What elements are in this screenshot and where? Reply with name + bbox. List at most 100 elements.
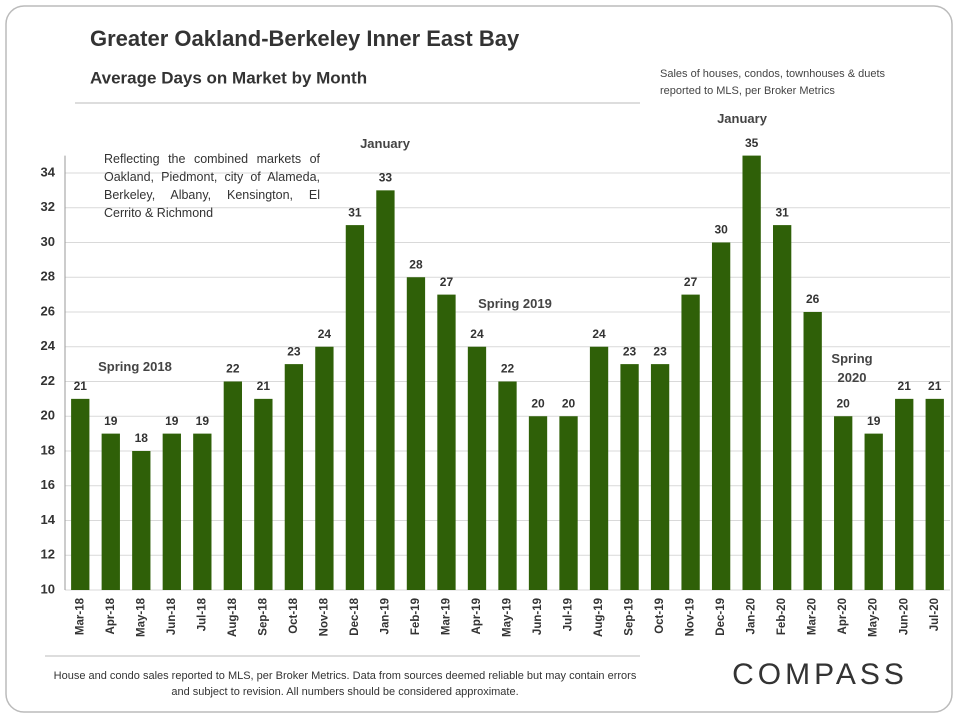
- bar: [773, 225, 792, 590]
- bar: [284, 364, 304, 590]
- bar: [254, 398, 273, 590]
- y-tick-label: 14: [41, 512, 56, 527]
- bar: [528, 416, 548, 590]
- chart-subtitle: Average Days on Market by Month: [90, 68, 367, 87]
- x-tick-label: May-20: [868, 598, 880, 637]
- x-tick-label: Mar-20: [807, 598, 819, 635]
- x-tick-label: Dec-19: [715, 598, 727, 636]
- value-label: 19: [104, 414, 118, 428]
- bar: [925, 398, 944, 590]
- x-tick-label: Jun-18: [166, 597, 178, 635]
- y-tick-label: 20: [41, 408, 55, 423]
- value-label: 22: [501, 362, 515, 376]
- value-label: 22: [226, 362, 240, 376]
- x-tick-label: Apr-20: [837, 598, 849, 634]
- logo: COMPASS: [732, 658, 908, 691]
- footer-note: House and condo sales reported to MLS, p…: [53, 670, 637, 698]
- x-tick-label: Apr-18: [105, 597, 117, 634]
- bar: [71, 398, 90, 590]
- value-label: 31: [775, 205, 789, 219]
- x-tick-label: Jul-18: [196, 597, 208, 631]
- x-tick-label: Feb-19: [410, 598, 422, 635]
- x-tick-label: Jan-19: [379, 598, 391, 634]
- value-label: 23: [653, 344, 667, 358]
- bar: [864, 433, 883, 590]
- x-tick-label: Dec-18: [349, 597, 361, 635]
- y-tick-label: 30: [41, 234, 55, 249]
- y-tick-label: 32: [41, 199, 55, 214]
- value-label: 21: [898, 379, 912, 393]
- value-label: 20: [562, 396, 576, 410]
- y-tick-label: 22: [41, 373, 55, 388]
- bar: [223, 381, 242, 590]
- bar: [132, 450, 151, 590]
- y-tick-label: 10: [41, 581, 55, 596]
- value-label: 24: [470, 327, 484, 341]
- y-tick-label: 26: [41, 303, 55, 318]
- x-tick-label: Aug-19: [593, 598, 605, 637]
- y-tick-label: 24: [41, 338, 56, 353]
- y-tick-label: 34: [41, 164, 56, 179]
- x-tick-label: Jun-19: [532, 598, 544, 635]
- x-tick-label: Apr-19: [471, 598, 483, 634]
- x-tick-label: Nov-18: [318, 597, 330, 636]
- x-tick-label: Nov-19: [685, 598, 697, 636]
- value-label: 19: [867, 414, 881, 428]
- value-label: 19: [165, 414, 179, 428]
- chart-title: Greater Oakland-Berkeley Inner East Bay: [90, 26, 520, 51]
- annotation: January: [360, 136, 410, 151]
- value-label: 21: [74, 379, 88, 393]
- value-label: 24: [318, 327, 332, 341]
- x-tick-label: Jul-20: [929, 598, 941, 631]
- value-label: 27: [440, 275, 454, 289]
- value-label: 21: [928, 379, 942, 393]
- value-label: 24: [592, 327, 606, 341]
- bar: [650, 364, 670, 590]
- y-tick-label: 16: [41, 477, 55, 492]
- x-tick-label: Aug-18: [227, 597, 239, 637]
- bar: [711, 242, 731, 591]
- value-label: 31: [348, 205, 362, 219]
- x-tick-label: Oct-18: [288, 597, 300, 633]
- bar: [193, 433, 212, 590]
- frame: [5, 5, 953, 713]
- value-label: 35: [745, 136, 759, 150]
- y-tick-label: 12: [41, 547, 55, 562]
- x-tick-label: Jan-20: [746, 598, 758, 634]
- value-label: 21: [257, 379, 271, 393]
- bar: [620, 364, 639, 590]
- bar: [589, 346, 609, 590]
- value-label: 33: [379, 171, 393, 185]
- bar: [559, 416, 578, 590]
- value-label: 27: [684, 275, 698, 289]
- bar: [895, 398, 914, 590]
- bar: [406, 277, 426, 590]
- value-label: 18: [135, 431, 149, 445]
- x-tick-label: May-19: [502, 598, 514, 637]
- annotation: Spring 2020: [831, 351, 873, 385]
- area-note: Reflecting the combined markets of Oakla…: [104, 152, 320, 220]
- bar: [742, 155, 761, 590]
- bar: [162, 433, 181, 590]
- value-label: 23: [287, 344, 301, 358]
- bar: [681, 294, 700, 590]
- y-tick-label: 28: [41, 269, 55, 284]
- x-tick-label: Oct-19: [654, 598, 666, 634]
- bar: [437, 294, 456, 590]
- value-label: 20: [531, 396, 545, 410]
- annotation: January: [717, 111, 767, 126]
- y-tick-label: 18: [41, 442, 55, 457]
- bar: [101, 433, 120, 590]
- x-tick-label: Mar-18: [74, 597, 86, 635]
- x-tick-label: Jun-20: [898, 598, 910, 635]
- x-tick-label: May-18: [135, 597, 147, 637]
- value-label: 20: [837, 396, 851, 410]
- value-label: 28: [409, 257, 423, 271]
- x-tick-label: Sep-18: [257, 597, 269, 635]
- bar: [345, 225, 365, 590]
- source-note: Sales of houses, condos, townhouses & du…: [660, 68, 886, 97]
- annotation: Spring 2019: [478, 296, 552, 311]
- value-label: 30: [714, 223, 728, 237]
